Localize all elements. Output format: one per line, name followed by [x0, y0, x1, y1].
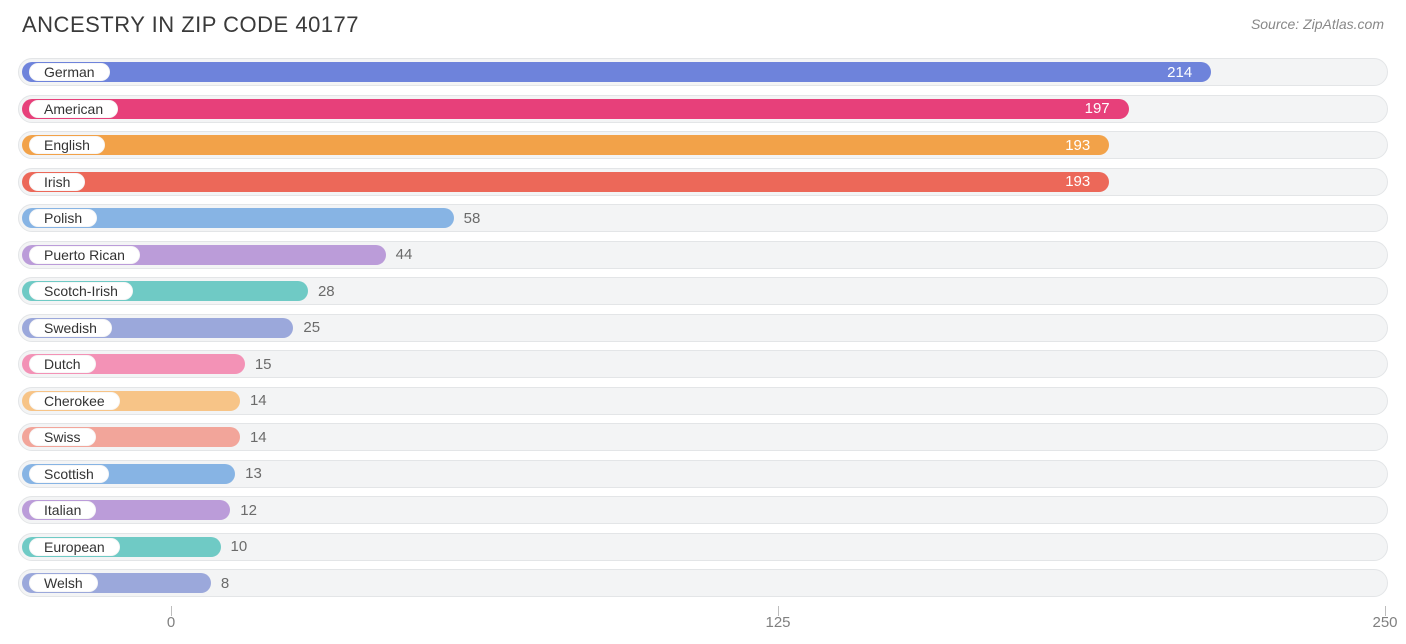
- axis-tick-label: 125: [765, 614, 790, 631]
- bar-value-label: 28: [318, 278, 335, 304]
- bar-row: Italian 12: [18, 496, 1388, 524]
- bar-category-label: Swedish: [29, 319, 112, 337]
- bar-category-label: Swiss: [29, 428, 96, 446]
- bar-value-label: 14: [250, 388, 267, 414]
- bar-category-label: Scotch-Irish: [29, 282, 133, 300]
- bar-value-label: 15: [255, 351, 272, 377]
- bar-category-label: Puerto Rican: [29, 246, 140, 264]
- bar-category-label: Italian: [29, 501, 96, 519]
- chart-header: ANCESTRY IN ZIP CODE 40177 Source: ZipAt…: [0, 0, 1406, 38]
- bar-row: Welsh 8: [18, 569, 1388, 597]
- bar-row: European 10: [18, 533, 1388, 561]
- bar-row: Scottish 13: [18, 460, 1388, 488]
- bar-value-label: 12: [240, 497, 257, 523]
- bar-category-label: American: [29, 100, 118, 118]
- bar-value-label: 44: [396, 242, 413, 268]
- bar-value-label: 193: [1065, 169, 1090, 195]
- bar-value-label: 197: [1085, 96, 1110, 122]
- bar: [22, 62, 1211, 82]
- bar-category-label: Welsh: [29, 574, 98, 592]
- bar: [22, 172, 1109, 192]
- bar-row: Swedish 25: [18, 314, 1388, 342]
- axis-tick-label: 0: [167, 614, 175, 631]
- bar: [22, 135, 1109, 155]
- bar-row: Irish 193: [18, 168, 1388, 196]
- bar-row: English 193: [18, 131, 1388, 159]
- bar-row: Dutch 15: [18, 350, 1388, 378]
- bar-category-label: European: [29, 538, 120, 556]
- chart-area: German 214 American 197 English 193 Irish 193 Po…: [18, 58, 1388, 604]
- bar-value-label: 14: [250, 424, 267, 450]
- bar-row: German 214: [18, 58, 1388, 86]
- bar-value-label: 13: [245, 461, 262, 487]
- axis-tick-label: 250: [1372, 614, 1397, 631]
- bar-value-label: 214: [1167, 59, 1192, 85]
- bar: [22, 99, 1129, 119]
- bar-value-label: 193: [1065, 132, 1090, 158]
- bar-value-label: 8: [221, 570, 229, 596]
- bar-category-label: German: [29, 63, 110, 81]
- bar-category-label: Cherokee: [29, 392, 120, 410]
- bar-value-label: 58: [464, 205, 481, 231]
- bar-category-label: Polish: [29, 209, 97, 227]
- bar-row: Swiss 14: [18, 423, 1388, 451]
- chart-source: Source: ZipAtlas.com: [1251, 16, 1384, 32]
- bar-value-label: 10: [231, 534, 248, 560]
- bar-row: Cherokee 14: [18, 387, 1388, 415]
- bar-row: American 197: [18, 95, 1388, 123]
- bar-category-label: Irish: [29, 173, 85, 191]
- bar-value-label: 25: [303, 315, 320, 341]
- bar-row: Scotch-Irish 28: [18, 277, 1388, 305]
- bar-category-label: English: [29, 136, 105, 154]
- chart-title: ANCESTRY IN ZIP CODE 40177: [22, 12, 359, 38]
- x-axis: 0125250: [18, 606, 1388, 634]
- bar-row: Puerto Rican 44: [18, 241, 1388, 269]
- bar-row: Polish 58: [18, 204, 1388, 232]
- bar-category-label: Dutch: [29, 355, 96, 373]
- bar-category-label: Scottish: [29, 465, 109, 483]
